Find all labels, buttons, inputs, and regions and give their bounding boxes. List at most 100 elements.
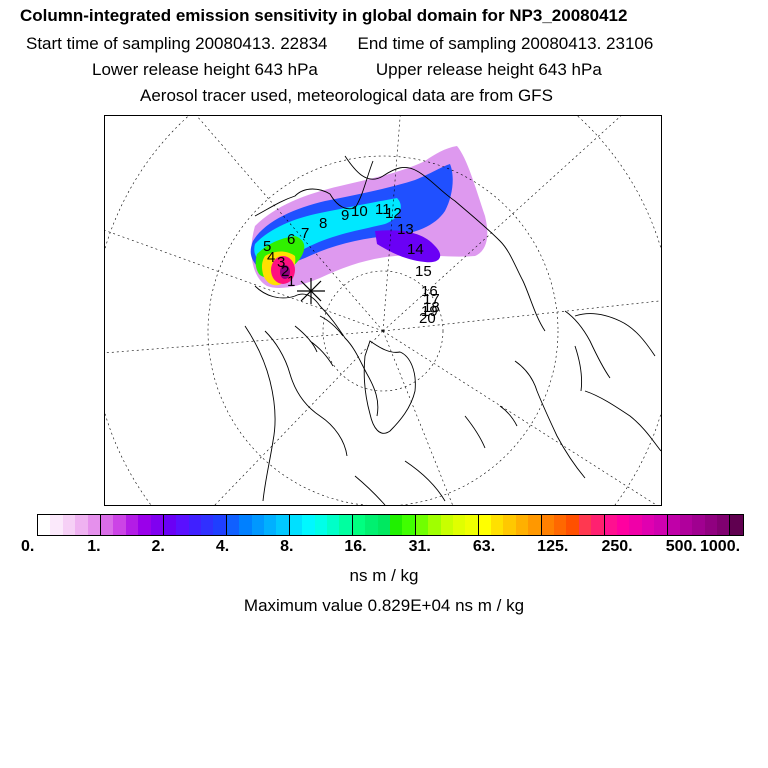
colorbar-tick-label: 1000.: [700, 538, 741, 555]
colorbar-cell: [491, 515, 504, 535]
colorbar-cell: [629, 515, 642, 535]
meridian: [382, 330, 453, 505]
colorbar-tick-label: 31.: [408, 538, 431, 555]
colorbar-cell: [616, 515, 630, 535]
trajectory-label: 20: [419, 310, 436, 327]
trajectory-label: 9: [341, 207, 349, 224]
colorbar-cell: [113, 515, 126, 535]
colorbar-cell: [50, 515, 63, 535]
trajectory-label: 12: [385, 205, 402, 222]
coastlines: [244, 155, 661, 505]
colorbar-cell: [428, 515, 441, 535]
colorbar-tick-label: 63.: [472, 538, 496, 555]
meridian: [382, 116, 622, 332]
trajectory-label: 6: [287, 231, 295, 248]
latitude-circle: [105, 116, 661, 505]
colorbar-cell: [440, 515, 453, 535]
colorbar-cell: [75, 515, 88, 535]
meridian: [382, 330, 657, 505]
plume-dark-core: [280, 265, 290, 279]
end-time: End time of sampling 20080413. 23106: [357, 34, 654, 53]
colorbar-cell: [554, 515, 567, 535]
colorbar-cell: [213, 515, 227, 535]
colorbar-cell: [452, 515, 466, 535]
trajectory-label: 4: [267, 249, 275, 266]
colorbar-cell: [730, 515, 743, 535]
colorbar-cell: [163, 515, 177, 535]
maximum-value: Maximum value 0.829E+04 ns m / kg: [243, 596, 525, 615]
sensitivity-plume: [250, 146, 488, 289]
trajectory-label: 3: [277, 254, 285, 271]
coastline-siberia: [344, 155, 546, 332]
colorbar-cell: [276, 515, 290, 535]
colorbar-tick-label: 250.: [601, 538, 633, 555]
plume-east-tail: [375, 230, 441, 263]
trajectory-label: 16: [421, 283, 438, 300]
trajectory-label: 13: [397, 221, 414, 238]
map-panel: 1 2 3 4 5 6 7 8 9 10 11 12 13 14 15 16 1…: [104, 115, 662, 506]
colorbar-unit: ns m / kg: [349, 566, 419, 585]
colorbar-cell: [578, 515, 592, 535]
colorbar-cell: [365, 515, 378, 535]
colorbar-cell: [226, 515, 240, 535]
colorbar-cell: [415, 515, 429, 535]
latitude-circle: [105, 116, 661, 505]
meridian: [105, 230, 384, 332]
trajectory-label: 2: [281, 263, 289, 280]
colorbar-cell: [100, 515, 114, 535]
sampling-times: Start time of sampling 20080413. 22834 En…: [26, 34, 653, 54]
colorbar-cell: [503, 515, 516, 535]
trajectory-label: 1: [287, 273, 295, 290]
colorbar-cell: [125, 515, 139, 535]
latitude-circle: [207, 155, 559, 505]
colorbar-cell: [692, 515, 705, 535]
colorbar-cell: [62, 515, 76, 535]
coastline-alaska: [254, 160, 374, 217]
meridian: [382, 300, 661, 332]
colorbar-tick-label: 1.: [87, 538, 101, 555]
trajectory-labels: 1 2 3 4 5 6 7 8 9 10 11 12 13 14 15 16 1…: [263, 201, 440, 327]
trajectory-label: 11: [375, 201, 391, 218]
trajectory-label: 14: [407, 241, 424, 258]
colorbar-cell: [339, 515, 353, 535]
colorbar-cell: [566, 515, 579, 535]
colorbar-cell: [402, 515, 416, 535]
colorbar-cell: [150, 515, 164, 535]
colorbar-tick-label: 500.: [665, 538, 697, 555]
trajectory-label: 19: [421, 303, 438, 320]
meridian: [105, 330, 384, 354]
colorbar-cell: [465, 515, 479, 535]
colorbar-cell: [188, 515, 202, 535]
colorbar-cell: [541, 515, 555, 535]
colorbar-tick-label: 125.: [537, 538, 569, 555]
colorbar-tick-label: 0.: [21, 538, 35, 555]
colorbar-tick-label: 4.: [215, 538, 230, 555]
trajectory-label: 7: [301, 225, 309, 242]
coastline-scandinavia: [564, 310, 611, 392]
lower-release-height: Lower release height 643 hPa: [92, 60, 318, 79]
upper-release-height: Upper release height 643 hPa: [375, 60, 602, 79]
colorbar-cell: [38, 515, 51, 535]
colorbar-cell: [528, 515, 542, 535]
plot-title: Column-integrated emission sensitivity i…: [20, 6, 628, 25]
colorbar-cell: [239, 515, 252, 535]
colorbar-cell: [667, 515, 680, 535]
colorbar-cell: [389, 515, 403, 535]
tracer-info: Aerosol tracer used, meteorological data…: [140, 86, 553, 105]
colorbar-cell: [641, 515, 655, 535]
colorbar-cell: [377, 515, 390, 535]
coastline-europe: [464, 360, 586, 479]
meridian: [382, 116, 401, 332]
coastline-east: [574, 313, 661, 452]
meridian: [196, 116, 384, 332]
coastline-south-west: [244, 325, 276, 502]
trajectory-label: 10: [351, 203, 368, 220]
colorbar-cell: [478, 515, 492, 535]
colorbar-cell: [326, 515, 340, 535]
map-svg: 1 2 3 4 5 6 7 8 9 10 11 12 13 14 15 16 1…: [105, 116, 661, 505]
colorbar-cell: [302, 515, 315, 535]
colorbar-cell: [289, 515, 303, 535]
meridians: [105, 116, 661, 505]
coastline-south-central: [354, 460, 446, 505]
trajectory-label: 15: [415, 263, 432, 280]
